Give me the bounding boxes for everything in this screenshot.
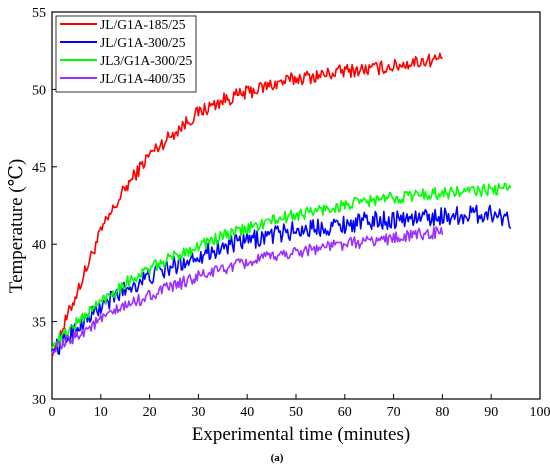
y-tick-label: 50	[32, 83, 46, 98]
x-tick-label: 10	[94, 405, 108, 420]
y-tick-label: 30	[32, 393, 46, 408]
y-tick-label: 35	[32, 316, 46, 331]
x-tick-label: 80	[435, 405, 449, 420]
x-axis-title: Experimental time (minutes)	[192, 424, 410, 445]
x-tick-label: 70	[387, 405, 401, 420]
x-tick-label: 40	[240, 405, 254, 420]
x-tick-label: 100	[530, 405, 550, 420]
series-line-3	[51, 182, 512, 349]
figure-caption: (a)	[271, 452, 284, 464]
legend-label: JL/G1A-300/25	[100, 35, 186, 50]
series-line-4	[51, 226, 444, 355]
x-tick-label: 90	[484, 405, 498, 420]
y-tick-label: 45	[32, 161, 46, 176]
x-tick-label: 0	[49, 405, 56, 420]
x-tick-label: 30	[191, 405, 205, 420]
legend-label: JL3/G1A-300/25	[100, 53, 192, 68]
y-tick-label: 40	[32, 238, 46, 253]
x-tick-label: 50	[289, 405, 303, 420]
x-tick-label: 20	[143, 405, 157, 420]
legend-label: JL/G1A-400/35	[100, 71, 186, 86]
y-tick-label: 55	[32, 6, 46, 21]
legend-label: JL/G1A-185/25	[100, 17, 186, 32]
y-axis-title: Temperature (℃)	[6, 159, 27, 293]
series-line-2	[51, 204, 512, 356]
x-tick-label: 60	[338, 405, 352, 420]
series-line-1	[51, 52, 443, 358]
legend-box	[55, 15, 197, 93]
